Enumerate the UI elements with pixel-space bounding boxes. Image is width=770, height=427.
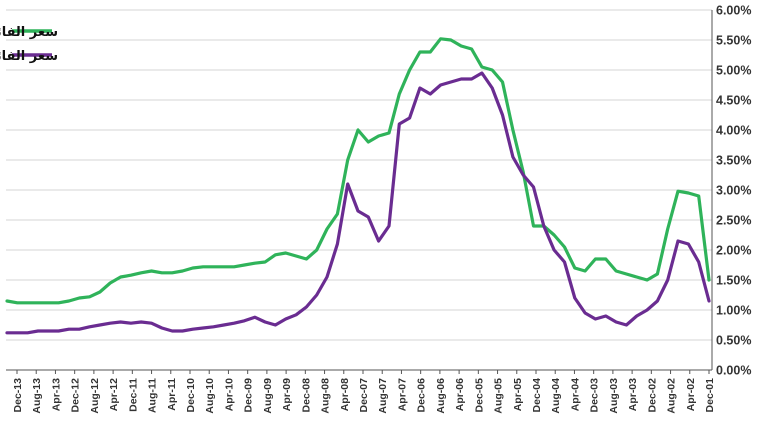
x-tick-label: Apr-04	[569, 378, 581, 411]
x-tick-label: Apr-07	[396, 378, 408, 411]
y-tick-label: 1.50%	[716, 274, 751, 288]
chart-legend: سعر الفائدة السنوية على ودائع الدينار لأ…	[0, 23, 58, 64]
x-tick-label: Apr-12	[108, 378, 120, 411]
x-tick-label: Dec-13	[12, 378, 24, 413]
x-tick-label: Apr-10	[223, 378, 235, 411]
x-tick-label: Dec-12	[70, 378, 82, 413]
horizontal-gridlines	[6, 9, 712, 341]
x-tick-label: Aug-08	[320, 378, 332, 414]
x-tick-label: Aug-04	[550, 378, 562, 414]
x-tick-label: Apr-09	[281, 378, 293, 411]
x-tick-label: Dec-10	[185, 378, 197, 413]
x-tick-label: Dec-09	[243, 378, 255, 413]
y-tick-label: 4.00%	[716, 124, 751, 138]
x-axis-tick-labels: Dec-01 Apr-02 Aug-02 Dec-02 Apr-03 Aug-03 Dec-…	[12, 378, 716, 414]
x-tick-label: Dec-06	[416, 378, 428, 413]
x-tick-label: Dec-05	[473, 378, 485, 413]
y-tick-label: 3.00%	[716, 184, 751, 198]
y-tick-label: 4.50%	[716, 94, 751, 108]
legend-item-dollar: سعر الفائدة السنوية على ودائع الدولار لأ…	[0, 47, 58, 64]
x-tick-label: Dec-07	[358, 378, 370, 413]
x-tick-label: Apr-05	[512, 378, 524, 411]
x-tick-label: Dec-01	[704, 378, 716, 413]
y-tick-label: 3.50%	[716, 154, 751, 168]
y-tick-label: 2.50%	[716, 214, 751, 228]
x-tick-label: Aug-05	[493, 378, 505, 414]
x-tick-label: Dec-03	[589, 378, 601, 413]
legend-label-dinar: سعر الفائدة السنوية على ودائع الدينار لأ…	[0, 23, 58, 40]
x-tick-label: Aug-09	[262, 378, 274, 414]
x-tick-label: Apr-13	[50, 378, 62, 411]
series-lines	[5, 37, 711, 335]
y-tick-label: 2.00%	[716, 244, 751, 258]
x-tick-label: Dec-11	[127, 378, 139, 412]
x-tick-label: Dec-08	[300, 378, 312, 413]
y-tick-label: 0.50%	[716, 334, 751, 348]
x-tick-label: Aug-07	[377, 378, 389, 414]
chart-axes	[6, 10, 713, 374]
y-axis-tick-labels: 0.00% 0.50% 1.00% 1.50% 2.00% 2.50% 3.00% 3.50%…	[716, 4, 751, 378]
x-tick-label: Aug-12	[89, 378, 101, 414]
x-tick-label: Apr-11	[166, 378, 178, 411]
x-tick-label: Dec-02	[646, 378, 658, 413]
x-tick-label: Apr-02	[685, 378, 697, 411]
x-tick-label: Apr-08	[339, 378, 351, 411]
x-tick-label: Aug-06	[435, 378, 447, 414]
x-tick-label: Aug-02	[666, 378, 678, 414]
y-tick-label: 5.00%	[716, 64, 751, 78]
x-tick-label: Aug-10	[204, 378, 216, 414]
x-tick-label: Apr-03	[627, 378, 639, 411]
y-tick-label: 5.50%	[716, 34, 751, 48]
x-tick-label: Aug-13	[31, 378, 43, 414]
x-tick-label: Aug-03	[608, 378, 620, 414]
y-tick-label: 0.00%	[716, 364, 751, 378]
x-tick-label: Apr-06	[454, 378, 466, 411]
legend-item-dinar: سعر الفائدة السنوية على ودائع الدينار لأ…	[0, 23, 58, 40]
series-line-dollar	[5, 71, 711, 335]
y-tick-label: 1.00%	[716, 304, 751, 318]
series-line-dinar	[5, 37, 711, 305]
x-tick-label: Aug-11	[147, 378, 159, 413]
x-tick-label: Dec-04	[531, 378, 543, 413]
legend-label-dollar: سعر الفائدة السنوية على ودائع الدولار لأ…	[0, 47, 58, 64]
y-tick-label: 6.00%	[716, 4, 751, 18]
